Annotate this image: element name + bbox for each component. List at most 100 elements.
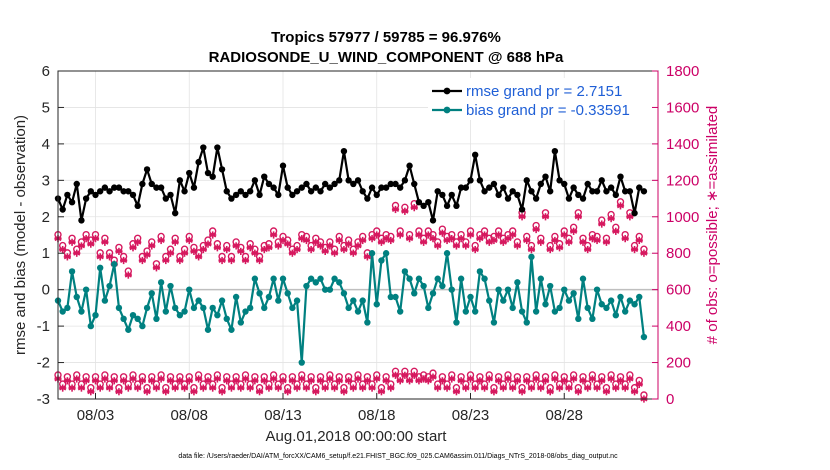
obs-assimilated-marker xyxy=(293,384,301,392)
obs-assimilated-marker xyxy=(387,236,395,245)
rmse-point xyxy=(382,184,390,191)
obs-assimilated-marker xyxy=(171,384,179,392)
obs-assimilated-marker xyxy=(537,238,545,246)
obs-assimilated-marker xyxy=(345,240,353,248)
rmse-point xyxy=(64,191,71,199)
rmse-point xyxy=(270,184,277,191)
bias-point xyxy=(396,308,404,315)
obs-assimilated-marker xyxy=(101,375,109,383)
y-tick-label: 3 xyxy=(42,172,50,189)
obs-assimilated-marker xyxy=(195,375,203,383)
rmse-point xyxy=(101,184,109,191)
y2-tick-label: 1000 xyxy=(666,209,699,226)
obs-assimilated-marker xyxy=(532,225,540,234)
obs-assimilated-marker xyxy=(152,264,161,272)
rmse-point xyxy=(551,147,559,155)
rmse-point xyxy=(504,195,512,202)
rmse-point xyxy=(167,191,174,199)
obs-assimilated-marker xyxy=(302,236,311,245)
obs-assimilated-marker xyxy=(218,388,226,396)
right-axis: 0 200 400 600 800 1000 1200 1400 1600 1800 xyxy=(652,63,699,408)
bias-point xyxy=(546,282,554,290)
rmse-point xyxy=(495,191,502,199)
rmse-point xyxy=(434,188,441,195)
bias-point xyxy=(134,315,141,323)
obs-assimilated-marker xyxy=(509,384,517,392)
bias-point xyxy=(453,319,460,326)
bias-point xyxy=(387,293,395,301)
y2-tick-label: 1400 xyxy=(666,136,699,153)
obs-assimilated-marker xyxy=(584,245,592,254)
obs-assimilated-marker xyxy=(420,238,428,246)
rmse-point xyxy=(214,144,221,151)
rmse-point xyxy=(364,195,371,202)
bias-point xyxy=(636,293,643,301)
bias-point xyxy=(190,304,198,312)
obs-assimilated-marker xyxy=(457,235,465,243)
obs-assimilated-marker xyxy=(448,235,456,243)
rmse-point xyxy=(134,202,141,210)
rmse-point xyxy=(392,180,399,188)
obs-assimilated-marker xyxy=(354,242,362,250)
obs-assimilated-marker xyxy=(330,384,339,392)
bias-point xyxy=(406,275,413,282)
y2-tick-label: 1800 xyxy=(666,63,699,80)
obs-assimilated-marker xyxy=(363,253,371,261)
obs-assimilated-marker xyxy=(429,373,437,381)
bias-point xyxy=(631,301,638,308)
bias-point xyxy=(528,253,535,261)
obs-assimilated-marker xyxy=(537,384,545,392)
obs-assimilated-marker xyxy=(349,384,357,392)
obs-assimilated-marker xyxy=(157,236,165,245)
rmse-point xyxy=(378,184,385,191)
y2-tick-label: 400 xyxy=(666,318,691,335)
bias-point xyxy=(129,311,137,319)
bias-point xyxy=(561,286,568,293)
bias-point xyxy=(214,311,221,319)
rmse-point xyxy=(528,188,535,195)
rmse-point xyxy=(321,180,329,188)
obs-assimilated-marker xyxy=(96,253,104,261)
obs-assimilated-marker xyxy=(602,388,611,396)
bias-point xyxy=(467,293,474,301)
obs-assimilated-marker xyxy=(405,377,414,385)
obs-assimilated-marker xyxy=(251,377,259,385)
obs-assimilated-marker xyxy=(518,388,526,396)
obs-assimilated-marker xyxy=(621,384,629,392)
bias-point xyxy=(64,304,71,312)
bias-point xyxy=(176,311,184,319)
obs-assimilated-marker xyxy=(91,235,100,243)
obs-assimilated-marker xyxy=(565,384,573,392)
x-axis-label: Aug.01,2018 00:00:00 start xyxy=(266,428,448,445)
obs-assimilated-marker xyxy=(307,377,315,385)
obs-assimilated-marker xyxy=(96,384,104,392)
bias-point xyxy=(153,315,160,323)
rmse-point xyxy=(176,177,184,184)
bias-point xyxy=(354,308,362,315)
rmse-point xyxy=(279,162,287,169)
obs-assimilated-marker xyxy=(241,256,250,265)
bias-point xyxy=(434,275,441,282)
x-tick-label: 08/08 xyxy=(170,407,208,424)
rmse-point xyxy=(326,184,334,191)
rmse-point xyxy=(261,173,268,180)
rmse-point xyxy=(373,191,380,199)
y-axis-label: rmse and bias (model - observation) xyxy=(12,115,29,355)
bias-point xyxy=(289,304,296,312)
rmse-point xyxy=(115,184,123,191)
obs-assimilated-marker xyxy=(434,242,442,250)
bias-point xyxy=(425,304,432,312)
x-tick-label: 08/13 xyxy=(264,407,302,424)
rmse-point xyxy=(490,180,498,188)
rmse-point xyxy=(275,191,282,199)
obs-assimilated-marker xyxy=(284,240,292,248)
rmse-point xyxy=(336,177,343,184)
obs-assimilated-marker xyxy=(288,249,296,257)
obs-assimilated-marker xyxy=(237,384,245,392)
bias-point xyxy=(242,308,249,315)
obs-assimilated-marker xyxy=(377,238,386,246)
bias-point xyxy=(59,308,66,315)
bias-point xyxy=(542,301,549,308)
obs-assimilated-marker xyxy=(87,240,95,248)
rmse-point xyxy=(209,173,216,180)
